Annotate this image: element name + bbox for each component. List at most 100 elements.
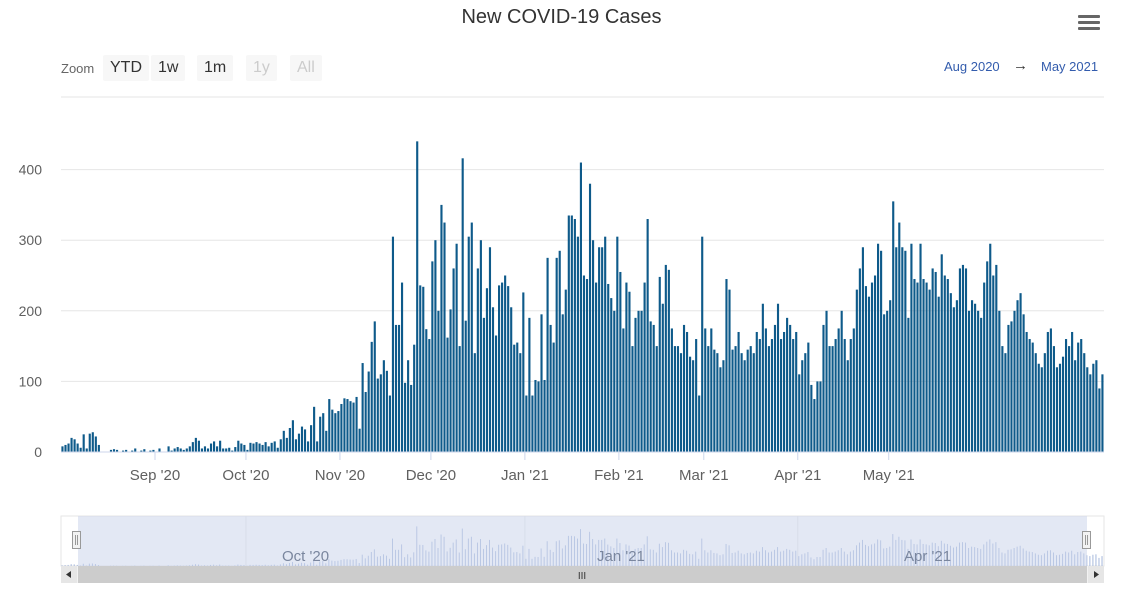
x-axis-labels: Sep '20 Oct '20 Nov '20 Dec '20 Jan '21 Feb '…: [130, 452, 915, 484]
bar: [676, 346, 680, 452]
bar: [528, 317, 531, 452]
bar: [922, 279, 925, 452]
bar: [998, 310, 1001, 452]
range-from[interactable]: Aug 2020: [944, 59, 1000, 74]
bar: [698, 395, 701, 452]
bar: [94, 436, 97, 452]
bar: [901, 247, 904, 452]
bar: [79, 447, 82, 452]
bar: [616, 236, 619, 452]
bar: [604, 236, 607, 452]
bar: [416, 141, 419, 453]
bar: [485, 288, 489, 452]
bar: [131, 450, 134, 452]
bar: [858, 268, 861, 452]
bar: [364, 391, 367, 452]
scroll-right-arrow-icon[interactable]: [1088, 566, 1104, 583]
bar: [728, 289, 731, 452]
scroll-left-arrow-icon[interactable]: [61, 566, 77, 583]
bar: [310, 425, 313, 452]
bar: [591, 240, 595, 452]
bar: [313, 406, 316, 452]
bar: [537, 381, 540, 452]
bar: [397, 324, 401, 452]
bar: [482, 317, 485, 452]
bar: [828, 346, 831, 452]
bar: [813, 399, 816, 452]
bar: [940, 254, 943, 452]
bar: [792, 339, 795, 452]
bar: [1004, 353, 1007, 452]
bar: [619, 271, 622, 452]
bar: [419, 285, 422, 452]
bar: [264, 442, 267, 452]
bar: [701, 236, 704, 452]
bar: [977, 310, 980, 452]
navigator-left-handle[interactable]: [72, 531, 81, 549]
bar: [361, 363, 364, 452]
bar: [652, 324, 655, 452]
bar: [840, 310, 843, 452]
bar: [191, 442, 194, 452]
bar: [849, 339, 852, 452]
bar: [464, 320, 467, 452]
bar: [643, 282, 646, 452]
bar: [152, 449, 155, 452]
x-tick-label: Sep '20: [130, 467, 180, 484]
bar: [288, 427, 291, 452]
bar: [385, 370, 388, 452]
bar: [907, 317, 910, 452]
bar: [983, 282, 986, 452]
scrollbar-thumb[interactable]: [78, 566, 1087, 583]
bar: [573, 219, 576, 452]
bar: [576, 236, 579, 452]
hamburger-menu-icon[interactable]: [1076, 12, 1102, 34]
bar: [740, 353, 743, 452]
bar: [246, 449, 249, 452]
x-tick-label: Dec '20: [406, 467, 456, 484]
bar: [819, 381, 822, 452]
navigator-bar: [67, 564, 69, 566]
x-tick-label: Nov '20: [315, 467, 365, 484]
navigator-bar: [1095, 554, 1097, 566]
bar: [880, 250, 883, 452]
bar: [1019, 293, 1022, 452]
bar: [1083, 353, 1086, 452]
bar: [734, 346, 737, 452]
zoom-1w-button[interactable]: 1w: [151, 55, 186, 81]
bar: [176, 447, 179, 452]
bar: [322, 413, 325, 452]
zoom-1m-button[interactable]: 1m: [197, 55, 234, 81]
bar: [1034, 353, 1037, 452]
bar: [319, 416, 322, 452]
y-tick-label: 200: [19, 303, 43, 319]
bar: [504, 275, 507, 452]
range-to[interactable]: May 2021: [1041, 59, 1099, 74]
navigator-right-handle[interactable]: [1082, 531, 1091, 549]
bar: [115, 449, 119, 452]
bar: [716, 353, 719, 452]
navigator-selected-range[interactable]: [78, 516, 1087, 566]
y-tick-label: 300: [19, 232, 43, 248]
bar: [149, 450, 152, 452]
bar: [567, 215, 570, 452]
bar: [516, 342, 519, 452]
x-tick-label: Oct '20: [222, 467, 269, 484]
bar: [534, 379, 537, 452]
bar: [628, 291, 631, 452]
bar: [655, 346, 658, 452]
bar: [1001, 346, 1004, 452]
bar: [640, 310, 643, 452]
navigator-label-jan: Jan '21: [597, 548, 645, 565]
bar: [873, 275, 877, 452]
bar: [82, 434, 85, 452]
bar: [543, 379, 546, 452]
bar: [1037, 363, 1040, 452]
bar: [513, 344, 516, 452]
bar: [267, 446, 270, 452]
zoom-ytd-button[interactable]: YTD: [103, 55, 149, 81]
bar: [1022, 314, 1025, 452]
bar: [197, 440, 200, 452]
bar: [300, 426, 304, 452]
y-axis-labels: 0 100 200 300 400: [19, 162, 43, 460]
